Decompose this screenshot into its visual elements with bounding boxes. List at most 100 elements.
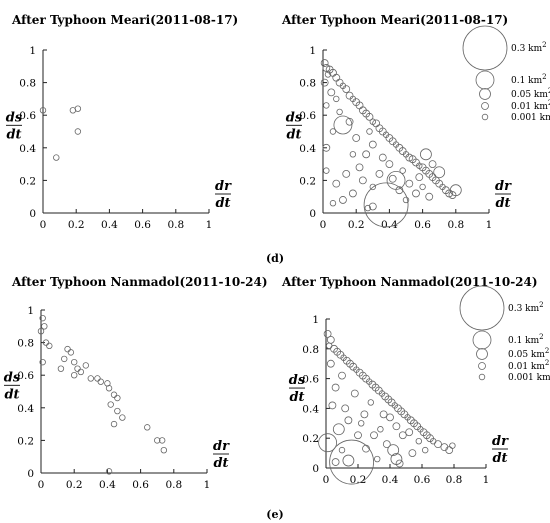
x-tick-label: 0 <box>320 219 327 231</box>
data-point <box>153 437 161 444</box>
data-point <box>348 189 357 198</box>
legend-label: 0.05 km2 <box>511 87 550 100</box>
legend-marker <box>476 348 488 360</box>
data-point <box>326 342 333 350</box>
chart-title: After Typhoon Nanmadol(2011-10-24) <box>11 275 268 289</box>
y-tick-label: 0 <box>309 208 316 220</box>
data-point <box>398 431 407 440</box>
data-point <box>412 189 420 198</box>
x-tick-label: 0 <box>40 219 47 231</box>
x-axis-label-denominator: dt <box>213 456 228 471</box>
data-point <box>97 378 104 385</box>
data-point <box>332 179 341 188</box>
data-point <box>46 342 53 350</box>
y-axis-label-numerator: ds <box>6 110 23 125</box>
legend-label: 0.3 km2 <box>511 41 547 54</box>
data-point <box>39 358 46 366</box>
y-tick-label: 0.8 <box>299 78 316 90</box>
legend-marker <box>459 285 505 331</box>
data-point <box>377 426 384 433</box>
data-point <box>405 179 414 188</box>
data-point <box>326 335 335 344</box>
data-point <box>323 167 330 174</box>
data-point <box>331 383 340 392</box>
x-tick-label: 0.8 <box>165 479 182 491</box>
data-point <box>368 202 377 211</box>
legend-label: 0.3 km2 <box>508 301 544 314</box>
y-tick-label: 0.2 <box>19 175 36 187</box>
y-axis-label-denominator: dt <box>6 127 21 142</box>
data-point <box>399 167 406 174</box>
data-point <box>329 200 337 207</box>
chart-nanmadol-right: After Typhoon Nanmadol(2011-10-24) 0 0.2 0… <box>281 275 550 486</box>
data-point <box>428 160 437 169</box>
data-point <box>342 85 351 94</box>
data-point <box>448 191 457 199</box>
y-axis-label-numerator: ds <box>286 110 303 125</box>
data-point <box>449 184 462 197</box>
x-axis-label-numerator: dr <box>213 439 230 454</box>
data-point <box>39 107 47 114</box>
y-tick-label: 1 <box>309 45 316 57</box>
data-point <box>363 182 409 228</box>
data-point <box>345 117 354 126</box>
data-point <box>433 166 446 179</box>
data-point <box>53 154 60 161</box>
x-tick-label: 0 <box>323 474 330 486</box>
x-axis-label-denominator: dt <box>492 451 507 466</box>
x-tick-label: 0.4 <box>381 219 398 231</box>
data-point <box>110 391 118 398</box>
data-point <box>415 173 424 182</box>
data-point <box>362 444 370 453</box>
data-point <box>365 112 374 121</box>
data-point <box>372 119 381 128</box>
data-point <box>366 128 373 135</box>
data-point <box>338 446 346 454</box>
data-point <box>77 368 85 376</box>
y-tick-label: 0.2 <box>302 433 319 445</box>
data-point <box>332 423 345 436</box>
data-point <box>344 416 353 425</box>
data-point <box>41 323 48 330</box>
x-tick-label: 0.4 <box>99 479 116 491</box>
data-point <box>324 71 332 78</box>
data-point <box>105 385 113 392</box>
legend-marker <box>462 25 508 71</box>
data-point <box>144 424 151 431</box>
y-tick-label: 0 <box>312 463 319 475</box>
x-axis-label-denominator: dt <box>215 196 230 211</box>
data-point <box>42 339 50 346</box>
y-tick-label: 0.6 <box>299 110 316 122</box>
legend-marker <box>481 113 489 121</box>
y-tick-label: 0.4 <box>19 143 36 155</box>
data-point <box>345 91 354 100</box>
data-point <box>328 401 337 410</box>
data-point <box>412 158 420 167</box>
data-point <box>329 439 375 485</box>
data-point <box>320 78 329 87</box>
data-point <box>387 444 400 457</box>
legend-label: 0.001 km2 <box>508 370 550 383</box>
data-point <box>370 431 378 440</box>
x-tick-label: 0.8 <box>446 474 463 486</box>
data-point <box>385 160 394 169</box>
data-point <box>408 449 417 458</box>
data-point <box>392 422 401 431</box>
data-point <box>388 174 397 183</box>
data-point <box>360 410 369 419</box>
data-point <box>358 176 367 185</box>
chart-nanmadol-left: After Typhoon Nanmadol(2011-10-24) 0 0.2 0… <box>4 275 268 491</box>
data-point <box>61 355 68 363</box>
data-point <box>395 459 404 468</box>
data-point <box>435 179 444 188</box>
legend-marker <box>472 330 492 350</box>
data-point <box>74 105 82 112</box>
y-axis-label-denominator: dt <box>4 387 19 402</box>
data-point <box>402 196 410 204</box>
legend-label: 0.1 km2 <box>508 333 544 346</box>
chart-title: After Typhoon Meari(2011-08-17) <box>281 13 508 27</box>
x-tick-label: 0.8 <box>447 219 464 231</box>
x-tick-label: 0.6 <box>132 479 149 491</box>
data-point <box>37 327 45 335</box>
